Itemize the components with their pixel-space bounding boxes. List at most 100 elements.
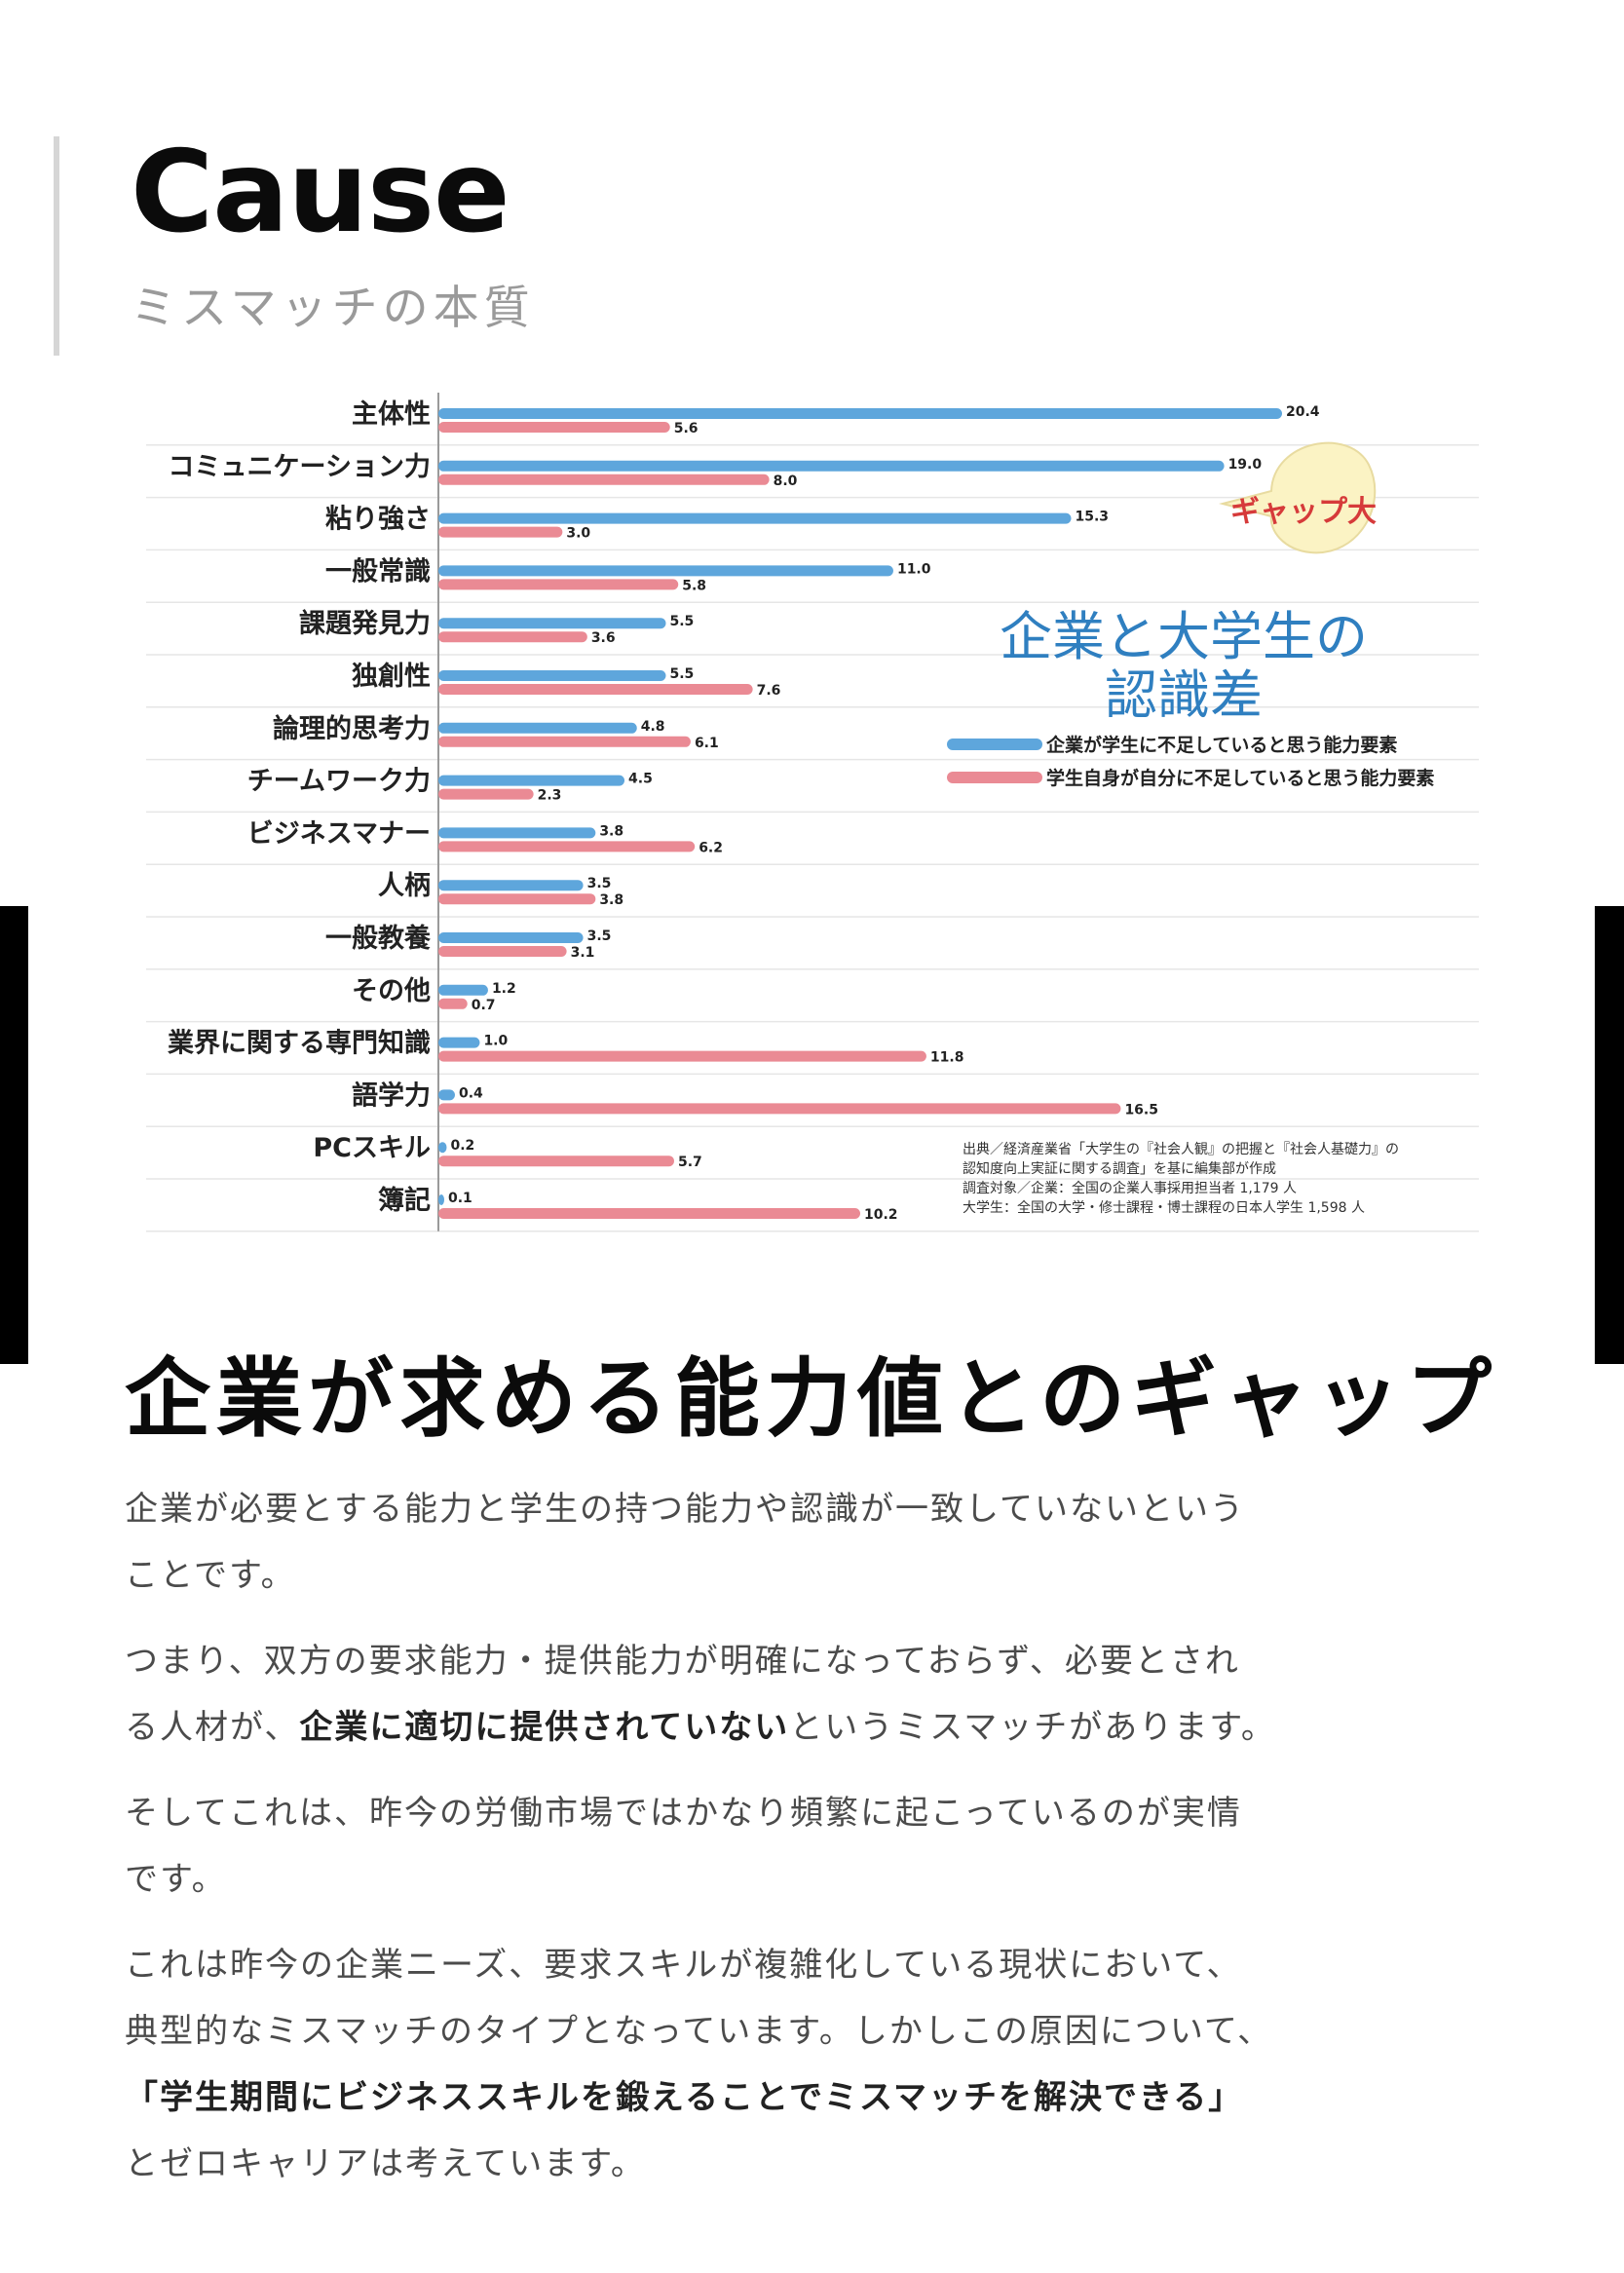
section-title: Cause: [131, 127, 510, 258]
bar-company: [438, 408, 1282, 419]
bar-student: [438, 841, 696, 852]
value-label-student: 6.1: [695, 736, 719, 751]
article-heading: 企業が求める能力値とのギャップ: [125, 1348, 1498, 1449]
legend-swatch-company: [947, 739, 1042, 750]
bar-student: [438, 684, 753, 695]
paragraph-1-line-2: ことです。: [125, 1556, 296, 1595]
chart-area: 主体性 20.4 5.6 コミュニケーション力 19.0 8.0 粘り強さ 15.3 3.0 一般…: [136, 385, 1491, 1247]
bar-student: [438, 736, 691, 747]
bar-company: [438, 827, 596, 839]
category-label: 論理的思考力: [273, 713, 431, 744]
value-label-company: 0.1: [448, 1191, 472, 1206]
bar-student: [438, 1050, 926, 1062]
paragraph-2-text-a: る人材が、: [125, 1708, 300, 1747]
section-subtitle: ミスマッチの本質: [131, 282, 535, 335]
paragraph-2-text-b: というミスマッチがあります。: [789, 1708, 1276, 1747]
bar-company: [438, 512, 1072, 524]
category-label: 人柄: [378, 871, 431, 901]
bar-company: [438, 984, 488, 996]
category-label: 簿記: [378, 1185, 431, 1216]
right-edge-bar: [1595, 906, 1624, 1364]
bar-company: [438, 460, 1225, 472]
chart-heading-line-1: 企業と大学生の: [1000, 606, 1368, 667]
section-header: Cause ミスマッチの本質: [54, 136, 530, 356]
paragraph-2: つまり、双方の要求能力・提供能力が明確になっておらず、必要とされ る人材が、企業…: [125, 1628, 1420, 1761]
value-label-student: 3.1: [571, 945, 595, 961]
paragraph-2-emphasis: 企業に適切に提供されていない: [299, 1708, 790, 1747]
bar-chart: 主体性 20.4 5.6 コミュニケーション力 19.0 8.0 粘り強さ 15.3 3.0 一般…: [146, 393, 1479, 1232]
value-label-company: 20.4: [1286, 404, 1320, 420]
bar-company: [438, 1037, 480, 1048]
bar-student: [438, 526, 563, 538]
value-label-student: 5.8: [682, 578, 706, 593]
value-label-company: 1.0: [483, 1034, 508, 1049]
legend-item-company: 企業が学生に不足していると思う能力要素: [947, 729, 1492, 762]
paragraph-3: そしてこれは、昨今の労働市場ではかなり頻繁に起こっているのが実情 です。: [125, 1780, 1420, 1913]
bar-student: [438, 631, 587, 643]
bar-company: [438, 932, 584, 943]
value-label-student: 3.0: [566, 526, 590, 542]
bar-company: [438, 670, 666, 681]
bar-student: [438, 998, 468, 1009]
bar-student: [438, 579, 679, 590]
paragraph-2-line-1: つまり、双方の要求能力・提供能力が明確になっておらず、必要とされ: [125, 1642, 1240, 1681]
bar-student: [438, 1208, 860, 1219]
callout-bubble: [1219, 441, 1377, 554]
value-label-company: 5.5: [669, 666, 694, 682]
bar-student: [438, 474, 770, 485]
value-label-company: 19.0: [1228, 457, 1263, 473]
category-label: PCスキル: [313, 1133, 431, 1163]
source-line-3: 調査対象／企業：全国の企業人事採用担当者 1,179 人: [963, 1181, 1297, 1196]
value-label-student: 0.7: [472, 998, 496, 1013]
category-label: その他: [352, 976, 431, 1006]
legend-swatch-student: [947, 772, 1042, 783]
category-label: 一般教養: [325, 923, 432, 954]
value-label-company: 4.8: [641, 719, 665, 735]
value-label-company: 11.0: [897, 561, 931, 577]
paragraph-1: 企業が必要とする能力と学生の持つ能力や認識が一致していないという ことです。: [125, 1476, 1420, 1609]
bar-company: [438, 565, 893, 577]
category-label: 主体性: [352, 399, 431, 430]
bar-company: [438, 1089, 455, 1101]
paragraph-2-line-2: る人材が、企業に適切に提供されていないというミスマッチがあります。: [125, 1694, 1420, 1761]
bar-student: [438, 1103, 1121, 1115]
category-label: ビジネスマナー: [247, 818, 431, 849]
bar-company: [438, 1142, 447, 1154]
value-label-company: 3.8: [599, 823, 623, 839]
article-body: 企業が必要とする能力と学生の持つ能力や認識が一致していないという ことです。 つ…: [125, 1476, 1420, 2216]
paragraph-4-line-4: とゼロキャリアは考えています。: [125, 2144, 646, 2183]
category-label: チームワーク力: [247, 767, 431, 797]
value-label-student: 7.6: [757, 683, 781, 699]
value-label-company: 5.5: [669, 614, 694, 629]
callout-label: ギャップ大: [1230, 495, 1377, 529]
source-line-1: 出典／経済産業省「大学生の『社会人観』の把握と『社会人基礎力』の: [963, 1142, 1399, 1157]
category-label: 独創性: [352, 662, 431, 692]
paragraph-4-line-1: これは昨今の企業ニーズ、要求スキルが複雑化している現状において、: [125, 1946, 1242, 1985]
value-label-student: 10.2: [864, 1207, 898, 1223]
value-label-company: 0.4: [459, 1085, 483, 1101]
paragraph-4: これは昨今の企業ニーズ、要求スキルが複雑化している現状において、 典型的なミスマ…: [125, 1932, 1420, 2197]
bar-student: [438, 946, 567, 957]
value-label-company: 3.5: [587, 876, 612, 891]
value-label-student: 6.2: [699, 840, 723, 855]
source-line-4: 大学生：全国の大学・修士課程・博士課程の日本人学生 1,598 人: [963, 1200, 1365, 1216]
value-label-company: 1.2: [492, 981, 516, 997]
value-label-student: 11.8: [930, 1050, 964, 1066]
value-label-student: 3.8: [599, 892, 623, 908]
paragraph-3-line-2: です。: [125, 1860, 227, 1899]
bar-student: [438, 788, 534, 800]
category-label: 業界に関する専門知識: [168, 1029, 431, 1059]
chart-heading-line-2: 認識差: [1105, 664, 1263, 726]
paragraph-4-emphasis: 「学生期間にビジネススキルを鍛えることでミスマッチを解決できる」: [125, 2078, 1244, 2117]
callout-shape: [1219, 441, 1377, 554]
value-label-company: 3.5: [587, 928, 612, 944]
value-label-student: 2.3: [538, 788, 562, 804]
value-label-student: 5.7: [678, 1155, 702, 1170]
legend-label-student: 学生自身が自分に不足していると思う能力要素: [1046, 768, 1435, 789]
category-label: 課題発見力: [299, 608, 431, 639]
bar-company: [438, 880, 584, 891]
bar-company: [438, 1194, 444, 1205]
legend-item-student: 学生自身が自分に不足していると思う能力要素: [947, 762, 1492, 795]
bar-company: [438, 618, 666, 629]
bar-student: [438, 893, 596, 905]
